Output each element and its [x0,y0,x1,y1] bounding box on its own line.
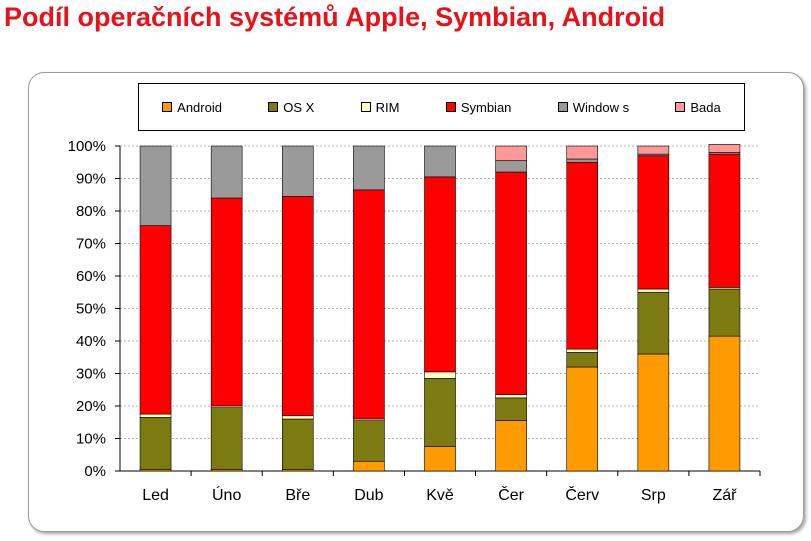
y-tick-label: 100% [68,138,106,155]
legend-swatch [675,102,686,112]
bar-segment [495,145,527,161]
bar-segment [281,418,314,470]
bar-segment [353,420,385,462]
x-tick-label: Kvě [426,487,454,504]
x-tick-label: Čer [498,485,524,504]
y-tick-label: 10% [76,431,106,448]
x-tick-label: Led [142,487,169,504]
bar-segment [637,288,670,293]
bar-segment [637,353,670,472]
y-tick-label: 50% [76,301,106,318]
bar-segment [495,397,527,421]
bar-segment [566,158,599,163]
bar-segment [708,335,741,472]
bar-segment [495,394,527,399]
legend-item: Bada [675,99,721,115]
bar-segment [495,160,527,173]
bar-segment [139,417,172,470]
x-tick-label: Dub [354,487,383,504]
legend-label: RIM [375,99,400,115]
legend-item: RIM [360,99,400,115]
y-tick-label: 30% [76,366,106,383]
bar-segment [566,145,599,160]
y-tick-label: 80% [76,203,106,220]
x-tick-label: Červ [565,485,599,504]
bar-segment [424,176,456,373]
x-tick-label: Úno [212,485,241,504]
y-tick-label: 90% [76,171,106,188]
legend-swatch [360,102,371,112]
x-tick-label: Zář [712,487,737,504]
bar-segment [210,197,243,407]
bar-segment [708,144,741,153]
y-tick-label: 20% [76,398,106,415]
legend-item: OS X [268,100,314,115]
legend-swatch [268,102,279,112]
legend-label: OS X [283,99,315,115]
chart-title: Podíl operačních systémů Apple, Symbian,… [4,2,666,32]
legend-item: Android [162,100,222,115]
legend-label: Symbian [460,99,512,115]
bar-segment [708,288,741,337]
x-tick-label: Bře [285,487,310,504]
y-tick-label: 0% [84,463,106,480]
bar-segment [281,415,314,420]
y-tick-label: 40% [76,333,106,350]
bar-segment [566,348,599,353]
chart-legend: Android OS X RIM Symbian Window s Bada [138,83,745,131]
bar-segment [139,413,172,418]
bar-segment [566,366,599,472]
bar-segment [353,189,385,420]
bar-segment [424,371,456,379]
legend-label: Android [177,99,222,115]
bar-segment [566,352,599,368]
legend-item: Window s [557,99,630,115]
bar-segment [708,153,741,288]
bar-segment [637,291,670,355]
bar-segment [566,161,599,350]
legend-swatch [162,102,173,112]
bar-segment [353,145,385,191]
bar-segment [210,145,243,199]
legend-swatch [445,102,456,112]
bar-segment [424,446,456,472]
bar-segment [281,145,314,197]
legend-label: Window s [572,99,630,115]
legend-item: Symbian [445,99,512,115]
bar-segment [424,145,456,178]
bar-segment [495,171,527,395]
legend-label: Bada [690,99,721,115]
bar-segment [637,155,670,290]
y-tick-label: 70% [76,236,106,253]
bar-segment [637,145,670,155]
x-tick-label: Srp [641,487,666,504]
legend-swatch [557,102,568,112]
bar-segment [495,420,527,472]
bar-segment [281,196,314,417]
bar-segment [139,145,172,226]
y-tick-label: 60% [76,268,106,285]
bar-segment [139,225,172,415]
bar-segment [353,460,385,472]
bar-segment [424,378,456,447]
bar-segment [210,407,243,470]
